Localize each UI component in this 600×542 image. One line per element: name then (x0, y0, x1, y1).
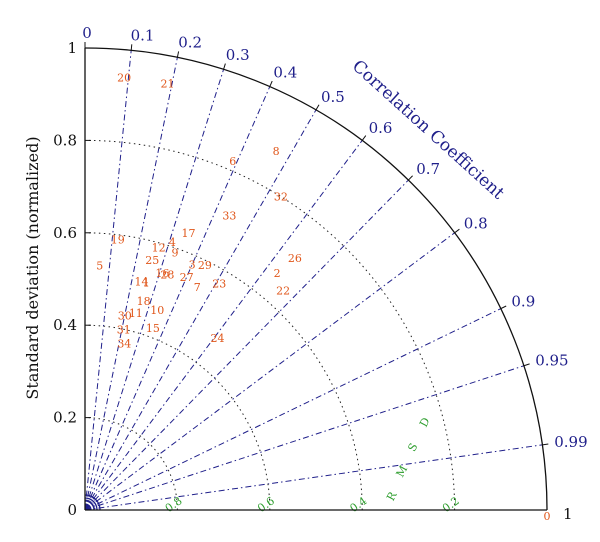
model-point-label: 30 (118, 309, 132, 322)
model-point-label: 9 (171, 247, 178, 260)
reference-point-label: 0 (544, 510, 551, 523)
model-point-label: 18 (137, 295, 151, 308)
corr-gridline (84, 308, 502, 511)
std-gridline-arc (84, 417, 178, 511)
model-point-label: 17 (181, 227, 195, 240)
model-point-label: 2 (274, 267, 281, 280)
model-point-label: 1 (143, 276, 150, 289)
origin-arc (84, 497, 98, 511)
std-tick-label: 1 (67, 39, 77, 57)
corr-tick-mark (223, 63, 226, 70)
corr-tick-mark (500, 305, 507, 310)
model-point-label: 33 (222, 209, 236, 222)
corr-tick-mark (523, 363, 530, 367)
corr-tick-mark (542, 443, 549, 446)
corr-gridline (84, 86, 271, 511)
model-point-label: 5 (96, 260, 103, 273)
corr-gridline (84, 444, 543, 511)
rmsd-contour-label: 0.8 (163, 494, 185, 515)
rmsd-title-letter: D (417, 415, 433, 429)
model-point-label: 16 (155, 267, 169, 280)
grid-layer (84, 50, 543, 511)
rmsd-title-letter: R (384, 489, 400, 503)
outer-arc (84, 47, 548, 511)
rmsd-title-letter: M (394, 463, 411, 479)
corr-tick-label: 0.4 (273, 64, 297, 82)
model-point-label: 22 (276, 284, 290, 297)
rmsd-contour-label: 0.6 (255, 494, 277, 515)
origin-arc (84, 500, 95, 511)
rmsd-contour-label: 0.4 (348, 494, 370, 515)
model-point-label: 10 (150, 304, 164, 317)
corr-tick-label: 0.2 (178, 34, 202, 52)
model-point-label: 28 (160, 268, 174, 281)
model-point-label: 19 (111, 233, 125, 246)
model-point-label: 34 (117, 338, 131, 351)
x-end-label: 1 (563, 505, 573, 523)
std-tick-label: 0 (67, 501, 77, 519)
model-point-label: 23 (212, 277, 226, 290)
std-tick-label: 0.8 (53, 131, 77, 149)
corr-gridline (84, 140, 363, 511)
corr-tick-mark (269, 80, 273, 87)
corr-tick-mark (408, 175, 413, 181)
model-point-label: 11 (129, 307, 143, 320)
model-point-label: 25 (145, 254, 159, 267)
frame-layer (84, 42, 549, 511)
label-layer: Standard deviation (normalized) 00.20.40… (23, 24, 588, 523)
model-point-label: 31 (117, 323, 131, 336)
corr-tick-label: 0.8 (464, 214, 488, 232)
model-point-label: 24 (210, 332, 224, 345)
std-tick-label: 0.4 (53, 316, 77, 334)
corr-gridline (84, 232, 455, 511)
corr-tick-label: 0.99 (554, 433, 587, 451)
model-point-label: 27 (180, 271, 194, 284)
corr-tick-label: 0.95 (535, 351, 568, 369)
model-point-label: 29 (198, 259, 212, 272)
std-tick-label: 0.2 (53, 409, 77, 427)
corr-tick-label: 0.9 (511, 293, 535, 311)
model-point-label: 12 (152, 242, 166, 255)
corr-gridline (84, 50, 132, 511)
corr-gridline (84, 69, 225, 511)
model-point-label: 3 (189, 258, 196, 271)
std-tick-label: 0.6 (53, 224, 77, 242)
rmsd-title-letter: S (405, 441, 420, 454)
corr-tick-mark (454, 228, 460, 234)
y-axis-title: Standard deviation (normalized) (23, 136, 42, 399)
corr-tick-label: 0.1 (131, 26, 155, 44)
corr-gridline (84, 57, 178, 511)
corr-tick-mark (176, 51, 180, 58)
std-gridline-arc (84, 139, 456, 511)
corr-tick-label: 0.6 (369, 119, 393, 137)
corr-tick-mark (315, 104, 320, 111)
std-gridline-arc (84, 324, 271, 511)
rmsd-contour-label: 0.2 (440, 494, 462, 515)
model-point-label: 20 (117, 71, 131, 84)
model-point-label: 26 (288, 252, 302, 265)
corr-tick-label: 0.5 (321, 88, 345, 106)
model-point-label: 6 (229, 155, 236, 168)
corr-tick-mark (130, 44, 133, 51)
model-point-label: 7 (194, 281, 201, 294)
corr-gridline (84, 365, 525, 511)
model-point-label: 21 (161, 78, 175, 91)
origin-arc (84, 494, 101, 511)
corr-tick-label: 0 (82, 24, 92, 42)
model-point-label: 8 (273, 145, 280, 158)
model-point-label: 4 (169, 236, 176, 249)
corr-tick-label: 0.7 (416, 160, 440, 178)
model-point-label: 14 (135, 275, 149, 288)
corr-tick-label: 0.3 (226, 46, 250, 64)
corr-tick-mark (361, 135, 367, 141)
model-point-label: 15 (146, 322, 160, 335)
model-point-label: 32 (274, 191, 288, 204)
std-gridline-arc (84, 232, 363, 511)
corr-gridline (84, 109, 317, 511)
corr-gridline (84, 179, 409, 511)
